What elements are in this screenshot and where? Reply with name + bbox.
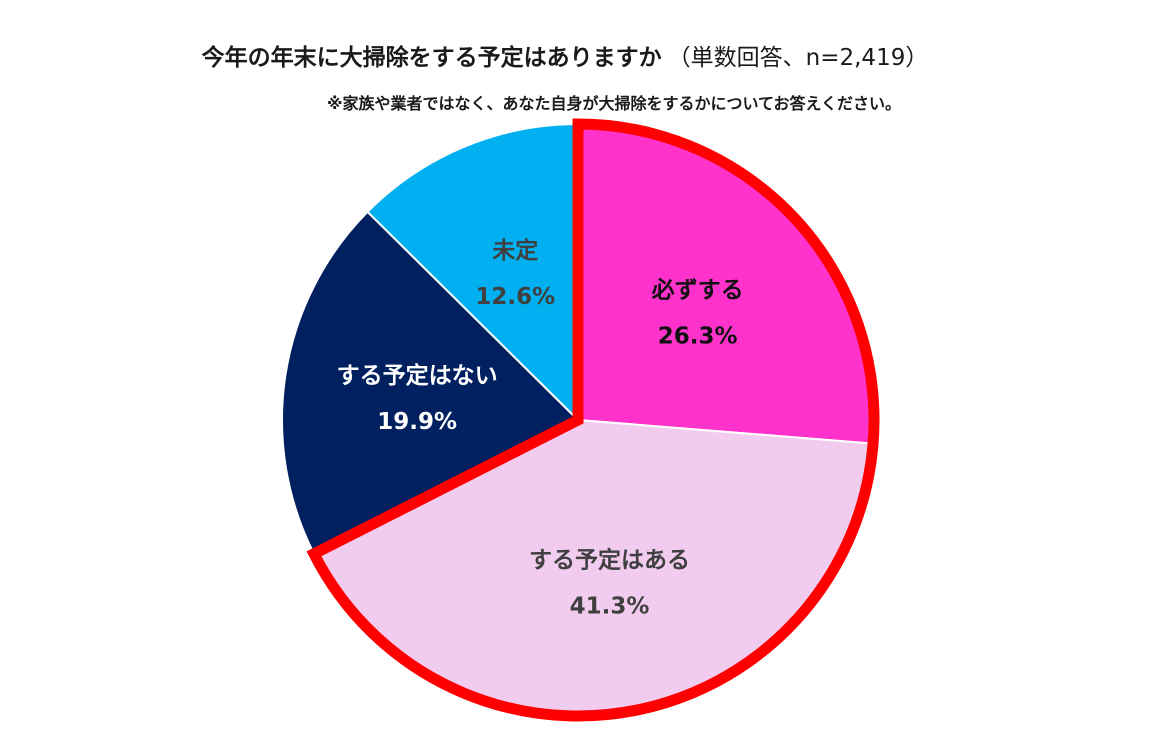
slice-category-label-undecided: 未定	[492, 237, 538, 264]
pie-slice-not-planned	[281, 210, 580, 556]
pie-slice-undecided	[366, 122, 579, 423]
slice-category-label-not-planned: する予定はない	[337, 362, 498, 389]
pie-labels: 必ずする 26.3% する予定はある 41.3% する予定はない 19.9% 未定 12.6%	[337, 237, 744, 620]
chart-note: ※家族や業者ではなく、あなた自身が大掃除をするかについてお答えください。	[326, 94, 902, 113]
slice-value-label-undecided: 12.6%	[475, 284, 555, 310]
chart-title-subtitle: （単数回答、n=2,419）	[667, 45, 929, 71]
slice-value-label-not-planned: 19.9%	[377, 409, 457, 435]
chart-title: 今年の年末に大掃除をする予定はありますか （単数回答、n=2,419）	[0, 38, 1130, 72]
highlight-outline	[306, 118, 880, 722]
slice-category-label-must: 必ずする	[652, 277, 744, 304]
slice-value-label-planned: 41.3%	[570, 594, 650, 620]
slice-value-label-must: 26.3%	[658, 324, 738, 350]
slice-category-label-planned: する予定はある	[529, 547, 690, 574]
chart-title-main: 今年の年末に大掃除をする予定はありますか	[201, 45, 662, 71]
pie-highlight-outline	[306, 118, 880, 722]
